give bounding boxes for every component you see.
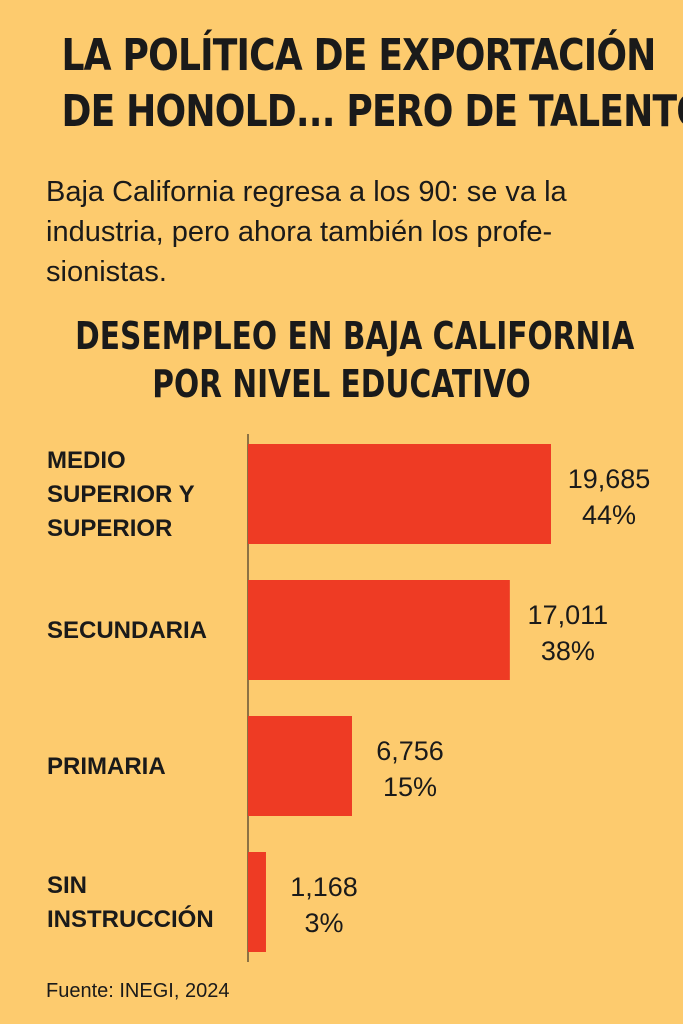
- bar-0: [248, 444, 551, 544]
- source-note: Fuente: INEGI, 2024: [46, 980, 230, 1002]
- subheadline-line-2: industria, pero ahora también los profe-: [46, 216, 553, 248]
- chart-title-line-1: DESEMPLEO EN BAJA CALIFORNIA: [75, 314, 635, 358]
- headline-line-1: LA POLÍTICA DE EXPORTACIÓN: [61, 30, 656, 81]
- category-label-3: SIN INSTRUCCIÓN: [47, 872, 214, 933]
- bar-2: [248, 716, 352, 816]
- bar-1: [248, 580, 510, 680]
- subheadline-line-1: Baja California regresa a los 90: se va …: [46, 176, 567, 208]
- subheadline: Baja California regresa a los 90: se va …: [46, 172, 656, 292]
- subheadline-line-3: sionistas.: [46, 256, 167, 288]
- percent-label-0: 44%: [582, 500, 636, 530]
- category-label-1: SECUNDARIA: [47, 617, 207, 644]
- category-label-0: MEDIO SUPERIOR Y SUPERIOR: [47, 447, 195, 542]
- value-label-1: 17,011: [528, 600, 609, 630]
- headline-line-2: DE HONOLD... PERO DE TALENTO: [61, 86, 683, 137]
- value-label-2: 6,756: [376, 736, 444, 766]
- bar-chart: MEDIO SUPERIOR Y SUPERIOR 19,685 44% SECUNDAR…: [47, 434, 651, 962]
- percent-label-3: 3%: [304, 908, 343, 938]
- category-label-2: PRIMARIA: [47, 753, 166, 780]
- chart-title: DESEMPLEO EN BAJA CALIFORNIA POR NIVEL E…: [75, 312, 635, 408]
- bar-3: [248, 852, 266, 952]
- value-label-3: 1,168: [290, 872, 358, 902]
- percent-label-1: 38%: [541, 636, 595, 666]
- percent-label-2: 15%: [383, 772, 437, 802]
- headline: LA POLÍTICA DE EXPORTACIÓN DE HONOLD... …: [61, 28, 683, 140]
- value-label-0: 19,685: [568, 464, 651, 494]
- chart-title-line-2: POR NIVEL EDUCATIVO: [152, 362, 531, 406]
